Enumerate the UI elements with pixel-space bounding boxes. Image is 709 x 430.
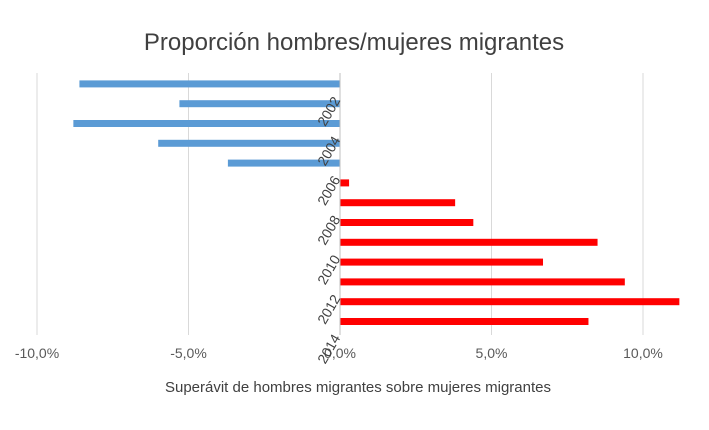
bar-2012 <box>340 298 680 306</box>
bar-2002 <box>179 100 340 108</box>
x-tick-label: 0,0% <box>324 345 356 361</box>
category-label: 2006 <box>314 173 344 208</box>
x-tick-label: -5,0% <box>170 345 207 361</box>
bar-2005 <box>227 159 340 167</box>
bar-2007 <box>340 199 456 207</box>
bar-2003 <box>73 120 341 127</box>
category-label: 2012 <box>314 292 344 327</box>
bar-2009 <box>340 238 598 246</box>
gridlines <box>36 73 644 335</box>
x-tick-label: 10,0% <box>623 345 663 361</box>
x-tick-label: -10,0% <box>15 345 59 361</box>
category-label: 2008 <box>314 212 344 247</box>
bar-2001 <box>79 80 341 88</box>
bar-2013 <box>340 318 589 325</box>
bar-2011 <box>340 278 625 286</box>
bars <box>73 80 680 325</box>
bar-2006 <box>340 179 350 187</box>
x-tick-label: 5,0% <box>476 345 508 361</box>
chart-title: Proporción hombres/mujeres migrantes <box>144 29 564 56</box>
bar-2004 <box>158 139 340 147</box>
x-axis-title: Superávit de hombres migrantes sobre muj… <box>165 379 551 396</box>
category-label: 2010 <box>314 252 344 287</box>
bar-2010 <box>340 258 544 266</box>
bar-2008 <box>340 219 474 226</box>
x-tick-labels: -10,0% -5,0% 0,0% 5,0% 10,0% <box>15 345 663 361</box>
